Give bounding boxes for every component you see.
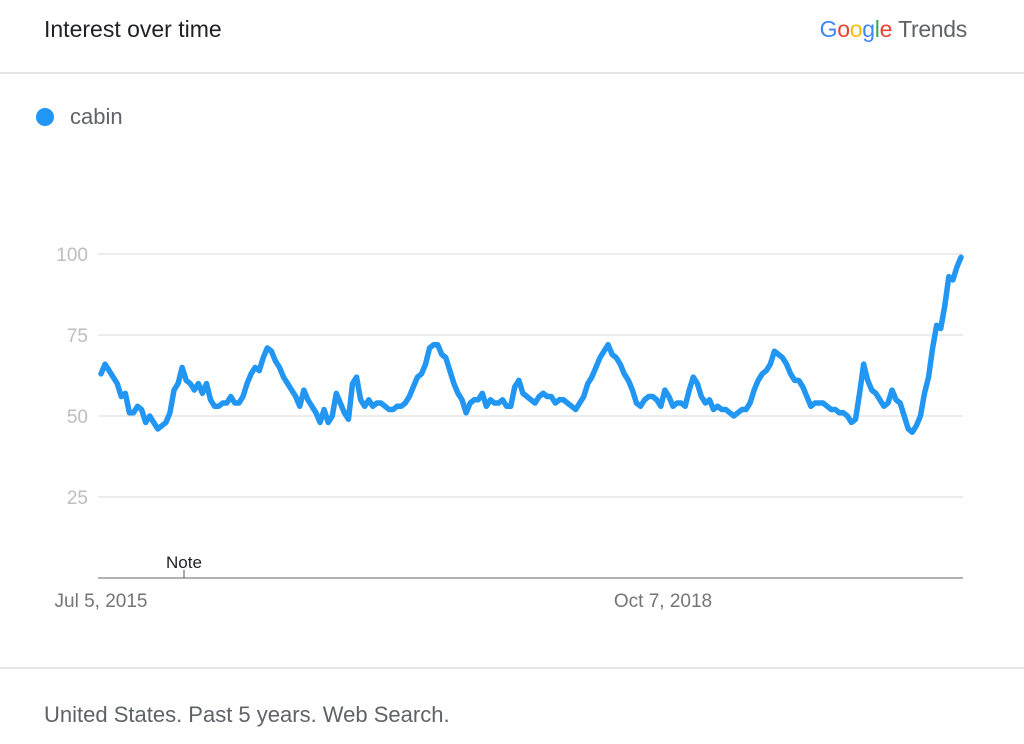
note-label: Note bbox=[166, 553, 202, 572]
y-tick-label: 50 bbox=[67, 407, 88, 428]
x-tick-label: Oct 7, 2018 bbox=[614, 591, 712, 612]
y-tick-label: 75 bbox=[67, 326, 88, 347]
y-tick-label: 25 bbox=[67, 488, 88, 509]
chart-header: Interest over time Google Trends bbox=[0, 0, 1024, 74]
series-line-cabin bbox=[98, 254, 964, 435]
legend-label-cabin: cabin bbox=[70, 104, 123, 129]
chart-footer: United States. Past 5 years. Web Search. bbox=[0, 667, 1024, 744]
google-trends-logo: Google Trends bbox=[819, 16, 968, 42]
x-tick-label: Jul 5, 2015 bbox=[55, 591, 148, 612]
legend-dot-icon bbox=[36, 108, 54, 126]
y-tick-label: 100 bbox=[56, 245, 88, 266]
chart-title: Interest over time bbox=[44, 16, 222, 42]
footer-description: United States. Past 5 years. Web Search. bbox=[44, 702, 450, 727]
legend[interactable]: cabin bbox=[36, 102, 123, 132]
